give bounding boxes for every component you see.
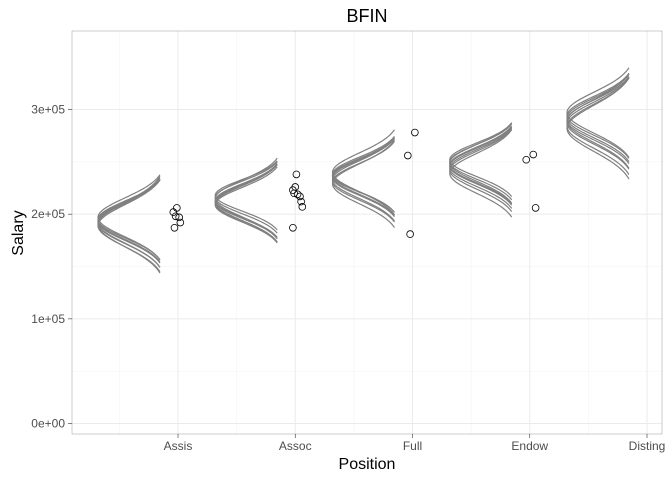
density-curve — [331, 129, 395, 216]
data-point — [175, 213, 183, 222]
data-point — [404, 151, 412, 160]
data-point — [411, 128, 419, 137]
density-curve — [97, 174, 161, 261]
data-point — [297, 197, 305, 206]
x-tick-label: Endow — [511, 439, 548, 453]
density-curve — [214, 157, 278, 240]
density-curve — [331, 139, 395, 228]
y-tick-label: 1e+05 — [31, 312, 65, 326]
plot-background — [72, 31, 662, 434]
axis-ticks — [68, 109, 648, 438]
density-curve — [331, 138, 395, 213]
data-point — [290, 189, 298, 198]
data-point — [176, 218, 185, 227]
y-tick-label: 3e+05 — [31, 103, 65, 117]
density-curve — [566, 77, 630, 180]
chart-title: BFIN — [346, 6, 387, 26]
x-tick-labels: Assis Assoc Full Endow Disting — [164, 439, 666, 453]
data-point — [406, 230, 414, 238]
density-curve — [214, 164, 278, 244]
data-point — [289, 223, 297, 232]
density-curves — [97, 67, 630, 274]
density-curve — [449, 126, 513, 206]
x-axis-title: Position — [339, 456, 396, 473]
x-tick-label: Disting — [629, 439, 666, 453]
data-point — [522, 155, 531, 164]
density-curve — [566, 73, 630, 162]
data-point — [171, 212, 180, 221]
data-point — [170, 223, 179, 232]
density-curve — [449, 122, 513, 197]
y-axis-title: Salary — [10, 210, 27, 255]
x-tick-label: Assoc — [279, 439, 312, 453]
density-curve — [566, 73, 630, 169]
density-curve — [449, 129, 513, 218]
y-tick-label: 0e+00 — [31, 417, 65, 431]
density-curve — [449, 128, 513, 213]
density-curve — [214, 160, 278, 231]
data-point — [293, 190, 302, 199]
data-point — [296, 192, 304, 201]
x-tick-label: Full — [403, 439, 422, 453]
density-curve — [449, 122, 513, 204]
density-curve — [97, 178, 161, 263]
data-point — [529, 150, 538, 159]
y-tick-label: 2e+05 — [31, 207, 65, 221]
x-tick-label: Assis — [164, 439, 193, 453]
density-curve — [566, 67, 630, 158]
data-point — [531, 204, 540, 212]
data-point — [289, 186, 297, 194]
data-point — [298, 203, 307, 211]
data-point — [292, 170, 301, 179]
data-points — [169, 128, 540, 238]
data-point — [173, 204, 181, 212]
y-tick-labels: 0e+00 1e+05 2e+05 3e+05 — [31, 103, 65, 431]
minor-gridlines — [72, 31, 662, 434]
plot-border — [71, 30, 663, 435]
